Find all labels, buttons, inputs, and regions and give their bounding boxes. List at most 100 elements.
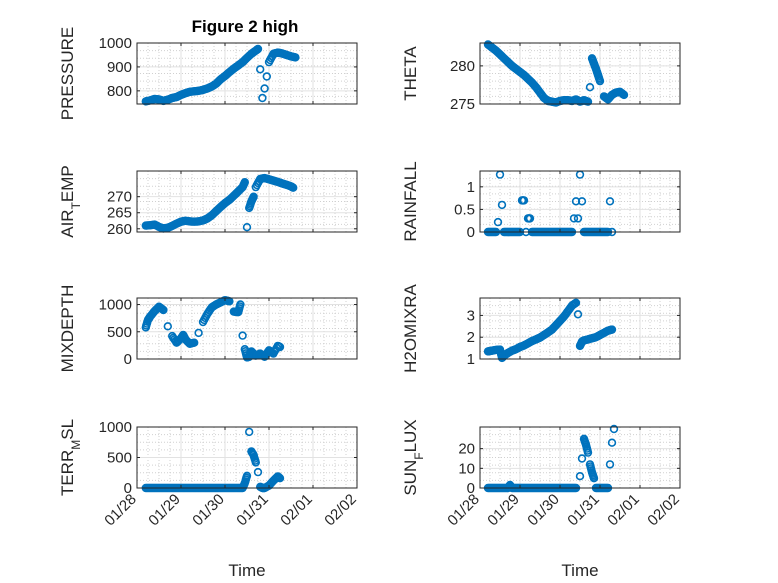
data-point: [528, 79, 538, 89]
data-point: [158, 305, 167, 314]
y-tick-label: 0: [467, 224, 475, 241]
data-point: [570, 299, 580, 308]
data-point: [573, 214, 583, 223]
x-tick-label: 01/28: [444, 491, 483, 530]
data-point: [230, 190, 240, 199]
data-point: [256, 65, 265, 74]
data-point: [609, 424, 619, 434]
data-point: [582, 97, 592, 106]
data-point: [569, 214, 579, 223]
y-axis: 0 10 20: [458, 441, 680, 497]
x-tick-label: 01/31: [233, 491, 272, 530]
y-tick-label: 500: [107, 450, 132, 467]
axes-box: [479, 42, 681, 105]
x-axis-label: Time: [561, 561, 598, 580]
data-point: [589, 472, 598, 481]
y-tick-label: 270: [107, 189, 132, 206]
data-point: [260, 84, 269, 93]
axes-box: [479, 426, 681, 489]
x-axis: [479, 171, 681, 232]
data-point: [525, 214, 534, 223]
data-point: [208, 210, 218, 219]
y-tick-label: 1000: [99, 35, 132, 52]
y-axis-label: THETA: [401, 46, 420, 101]
subplot-mixdepth: 0 500 1000 MIXDEPTH: [58, 285, 358, 373]
subplot-terrmsl: 0 500 1000 01/28 01/29 01/30 01/31 02/01 02/02 Ti…: [58, 419, 360, 580]
data-point: [575, 472, 585, 481]
data-point: [275, 342, 284, 351]
y-axis-label: AIRTEMP: [58, 165, 83, 238]
x-tick-label: 02/01: [277, 491, 316, 530]
data-point: [583, 446, 592, 455]
y-tick-label: 10: [458, 460, 475, 477]
data-point: [194, 328, 203, 338]
data-point: [258, 93, 267, 103]
x-tick-label: 01/31: [564, 491, 603, 530]
x-tick-label: 02/02: [644, 491, 683, 530]
x-tick-label: 02/02: [321, 491, 360, 530]
y-tick-label: 0: [124, 480, 132, 497]
y-tick-label: 1: [467, 179, 475, 196]
data-point: [493, 217, 503, 227]
x-axis: [479, 298, 681, 359]
x-tick-label: 01/29: [145, 491, 184, 530]
y-tick-label: 265: [107, 205, 132, 222]
data-point: [238, 331, 247, 340]
axes-box: [136, 297, 358, 360]
subplot-sunflux: 0 10 20 01/28 01/29 01/30 01/31 02/01 02/02 Time S…: [401, 419, 683, 580]
grid-minor: [480, 427, 680, 488]
data-point: [226, 194, 235, 204]
subplot-pressure: 800 900 1000 PRESSURE: [58, 27, 358, 121]
data-point: [235, 302, 245, 311]
data-point: [253, 45, 262, 54]
y-axis: 275 280: [450, 58, 680, 113]
data-point: [581, 439, 590, 448]
subplot-h2omixra: 1 2 3 H2OMIXRA: [401, 283, 681, 373]
data-point: [595, 75, 604, 84]
x-axis: [479, 43, 681, 104]
y-axis-label: PRESSURE: [58, 27, 77, 121]
data-point: [251, 456, 260, 465]
axes-box: [136, 42, 358, 105]
data-point: [262, 72, 271, 81]
grid-minor: [137, 171, 357, 232]
x-axis: [136, 43, 358, 104]
data-point: [519, 196, 528, 205]
data-point: [577, 197, 587, 206]
series-theta: [483, 40, 629, 107]
subplot-rainfall: 0 0.5 1 RAINFALL: [401, 161, 681, 242]
data-point: [577, 454, 587, 463]
y-tick-label: 0.5: [454, 201, 475, 218]
y-axis-label: SUNFLUX: [401, 419, 426, 495]
y-axis-label: TERRMSL: [58, 419, 83, 496]
data-point: [605, 197, 615, 206]
y-axis-label: MIXDEPTH: [58, 285, 77, 373]
x-tick-label: 01/28: [101, 491, 140, 530]
data-point: [188, 338, 198, 348]
x-axis: [136, 298, 358, 359]
data-point: [242, 473, 251, 482]
subplot-theta: 275 280 THETA: [401, 40, 681, 113]
x-tick-label: 01/29: [484, 491, 523, 530]
x-axis: [136, 171, 358, 232]
y-axis-label: H2OMIXRA: [401, 283, 420, 372]
series-airtemp: [141, 173, 298, 233]
x-tick-label: 02/01: [604, 491, 643, 530]
y-tick-label: 3: [467, 307, 475, 324]
y-tick-label: 0: [124, 351, 132, 368]
series-pressure: [141, 44, 300, 106]
data-point: [242, 223, 252, 232]
axes-box: [479, 170, 681, 233]
y-tick-label: 1: [467, 351, 475, 368]
data-point: [213, 78, 222, 87]
y-tick-label: 275: [450, 96, 475, 113]
data-point: [573, 310, 583, 319]
y-tick-label: 0: [467, 480, 475, 497]
data-point: [290, 52, 299, 62]
y-tick-label: 1000: [99, 419, 132, 436]
y-tick-label: 2: [467, 329, 475, 346]
x-axis-label: Time: [228, 561, 265, 580]
axes-box: [136, 170, 358, 233]
